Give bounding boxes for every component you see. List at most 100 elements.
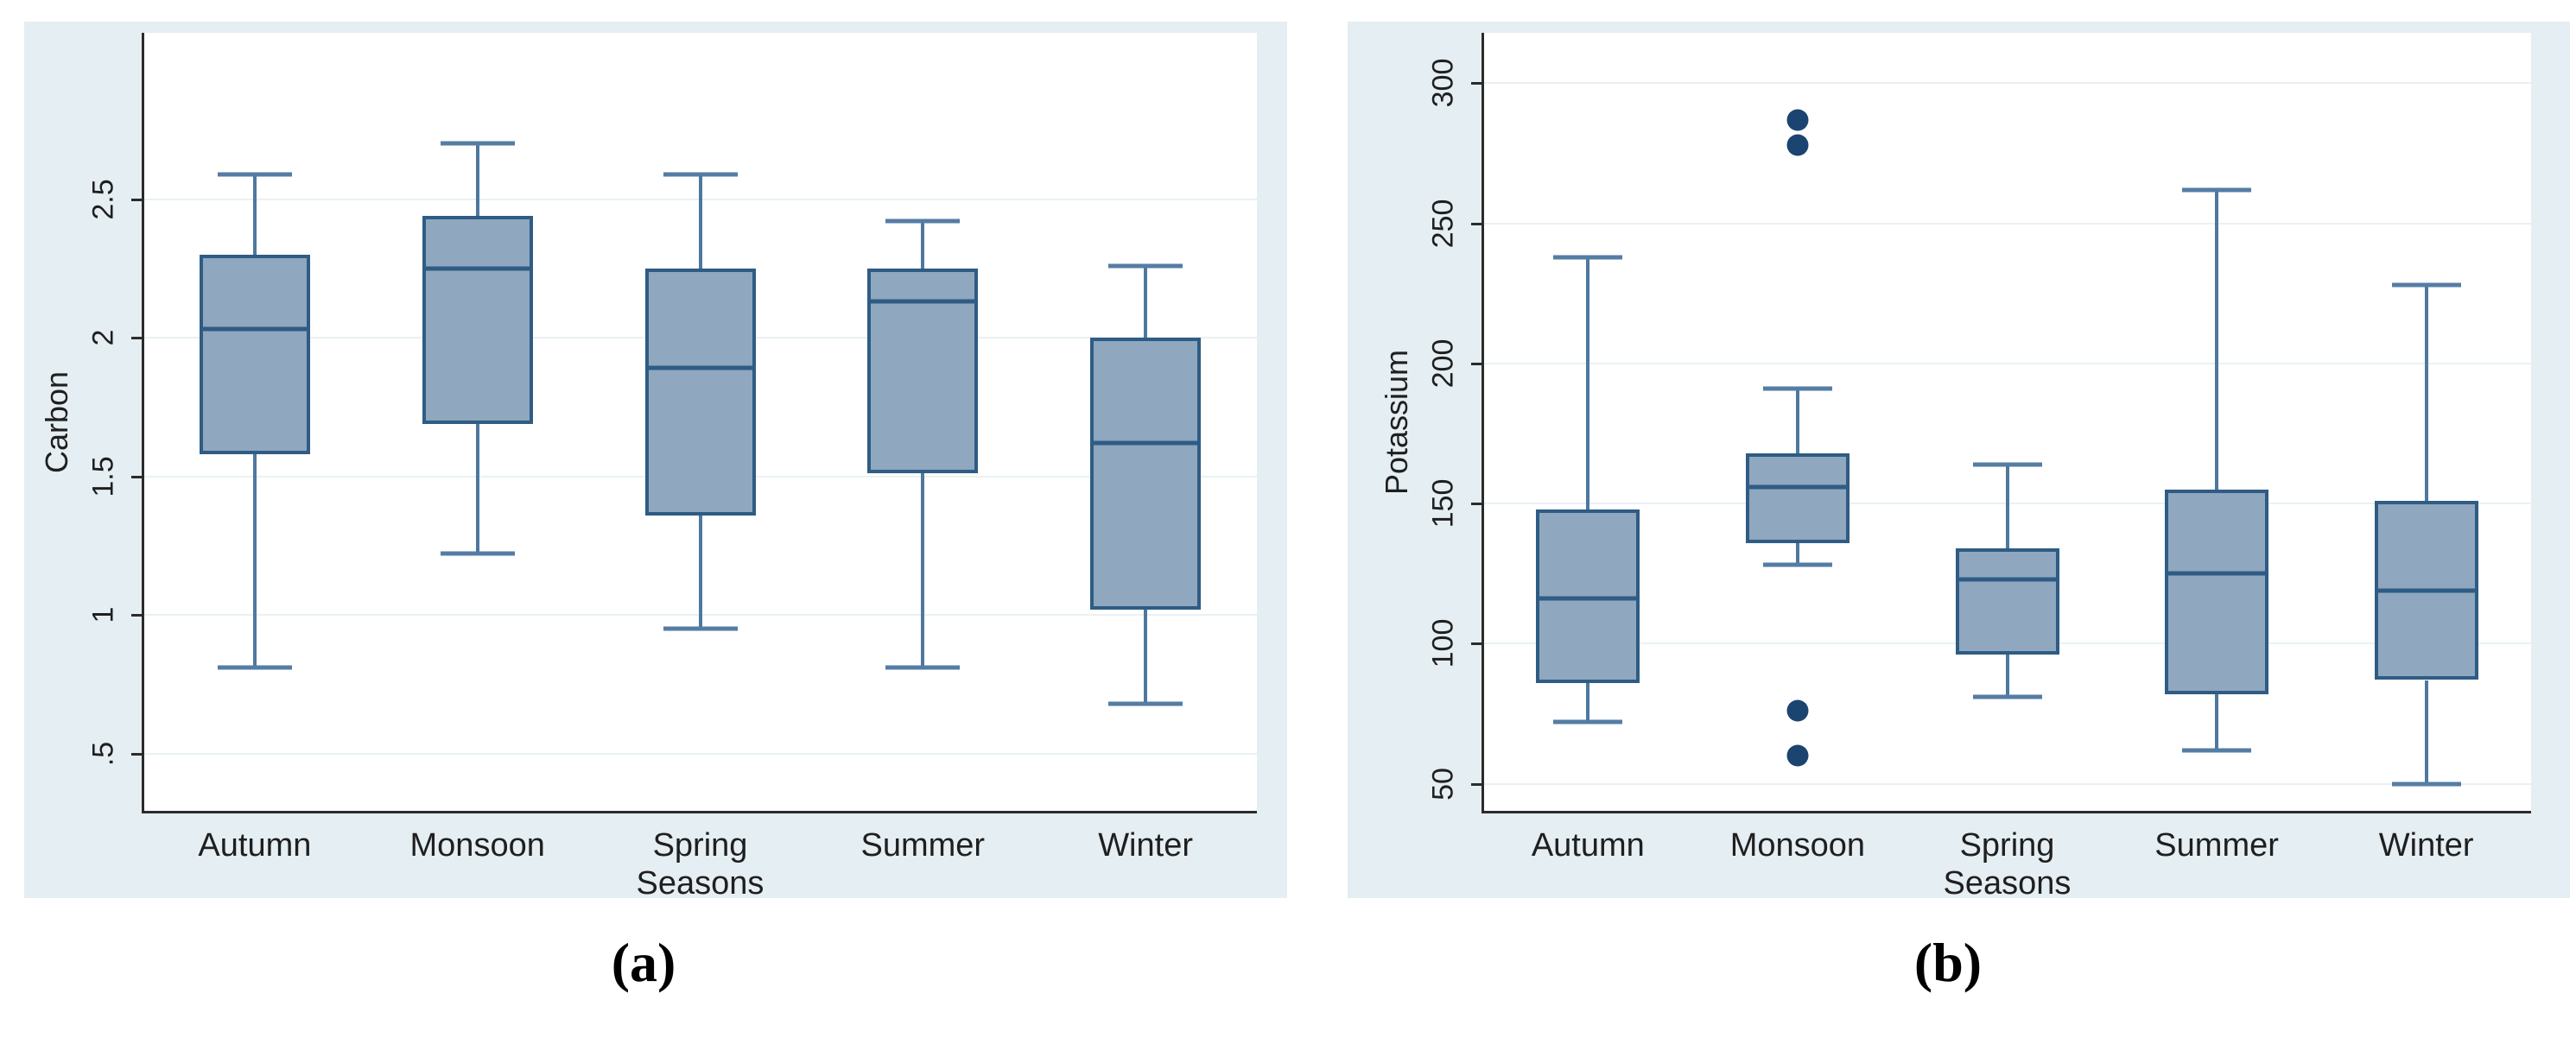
outlier-dot [1786, 699, 1809, 722]
x-category-label: Summer [860, 827, 986, 864]
y-tick-mark [1471, 362, 1483, 365]
y-tick-label: 100 [1426, 618, 1460, 668]
box [199, 254, 310, 454]
median-line [1536, 596, 1640, 601]
whisker-cap-high [663, 172, 738, 177]
whisker-lower [698, 515, 702, 630]
y-tick-label: 2 [86, 329, 120, 346]
whisker-cap-low [1972, 694, 2042, 699]
y-axis-title: Carbon [39, 370, 74, 474]
whisker-upper [698, 174, 702, 269]
whisker-upper [1586, 256, 1590, 509]
y-axis-line [1482, 33, 1484, 813]
x-axis-line [142, 811, 1257, 813]
whisker-cap-low [663, 626, 738, 631]
outlier-dot [1786, 134, 1809, 156]
caption-a: (a) [611, 932, 676, 993]
whisker-cap-low [885, 665, 961, 670]
y-axis-line [142, 33, 144, 813]
whisker-upper [1144, 265, 1148, 339]
box [422, 215, 533, 424]
x-axis-line [1482, 811, 2531, 813]
whisker-lower [475, 423, 479, 554]
y-gridline [1483, 82, 2531, 85]
whisker-upper [2005, 464, 2009, 548]
y-tick-mark [1471, 782, 1483, 786]
x-category-label: Monsoon [1729, 827, 1866, 864]
median-line [1955, 577, 2059, 582]
box [2165, 489, 2269, 694]
median-line [644, 365, 756, 370]
whisker-lower [1795, 542, 1799, 566]
y-tick-label: 250 [1426, 199, 1460, 248]
whisker-cap-high [1553, 255, 1623, 260]
x-category-label: Summer [2154, 827, 2279, 864]
whisker-lower [921, 473, 925, 668]
whisker-lower [2424, 680, 2428, 784]
y-tick-label: 150 [1426, 478, 1460, 528]
box [644, 268, 756, 516]
outlier-dot [1786, 744, 1809, 767]
y-tick-mark [131, 475, 143, 478]
median-line [422, 266, 533, 271]
x-axis-title: Seasons [1943, 865, 2072, 902]
whisker-lower [252, 453, 257, 668]
whisker-cap-low [1762, 562, 1832, 567]
y-tick-label: 1.5 [86, 455, 120, 497]
median-line [199, 326, 310, 332]
x-category-label: Autumn [198, 827, 312, 864]
caption-b: (b) [1913, 932, 1983, 993]
whisker-lower [2005, 655, 2009, 697]
median-line [1745, 484, 1850, 490]
whisker-cap-high [1108, 263, 1183, 269]
y-tick-label: 300 [1426, 59, 1460, 108]
y-axis-title: Potassium [1379, 349, 1414, 496]
y-gridline [1483, 362, 2531, 364]
whisker-cap-high [2391, 282, 2461, 288]
box [1745, 452, 1850, 543]
y-tick-label: 1 [86, 606, 120, 623]
whisker-cap-low [2182, 748, 2252, 753]
whisker-cap-low [2391, 781, 2461, 787]
y-tick-mark [131, 614, 143, 617]
x-category-label: Autumn [1531, 827, 1645, 864]
whisker-cap-high [1762, 386, 1832, 391]
whisker-lower [2215, 693, 2219, 750]
x-category-label: Winter [2378, 827, 2474, 864]
x-category-label: Spring [652, 827, 748, 864]
box [1536, 509, 1640, 683]
box [1955, 548, 2059, 655]
whisker-cap-low [1108, 701, 1183, 706]
y-tick-label: .5 [86, 741, 120, 766]
median-line [2165, 571, 2269, 576]
y-tick-mark [131, 752, 143, 756]
whisker-lower [1586, 682, 1590, 723]
y-gridline [143, 752, 1257, 755]
whisker-upper [2424, 285, 2428, 501]
y-tick-label: 2.5 [86, 178, 120, 220]
median-line [1090, 440, 1202, 446]
y-tick-mark [1471, 82, 1483, 85]
y-tick-mark [1471, 222, 1483, 225]
whisker-cap-high [440, 141, 515, 146]
whisker-cap-high [1972, 462, 2042, 467]
whisker-lower [1144, 609, 1148, 704]
x-category-label: Winter [1098, 827, 1193, 864]
x-category-label: Spring [1959, 827, 2055, 864]
y-gridline [1483, 782, 2531, 785]
whisker-upper [475, 143, 479, 216]
y-tick-mark [1471, 503, 1483, 506]
box [1090, 338, 1202, 610]
whisker-upper [252, 174, 257, 255]
y-tick-mark [131, 198, 143, 201]
y-tick-label: 200 [1426, 339, 1460, 389]
whisker-upper [921, 221, 925, 269]
whisker-cap-low [217, 665, 292, 670]
y-tick-label: 50 [1426, 767, 1460, 800]
x-category-label: Monsoon [409, 827, 545, 864]
whisker-upper [2215, 189, 2219, 490]
median-line [2374, 588, 2478, 593]
y-tick-mark [131, 337, 143, 340]
median-line [867, 299, 979, 304]
